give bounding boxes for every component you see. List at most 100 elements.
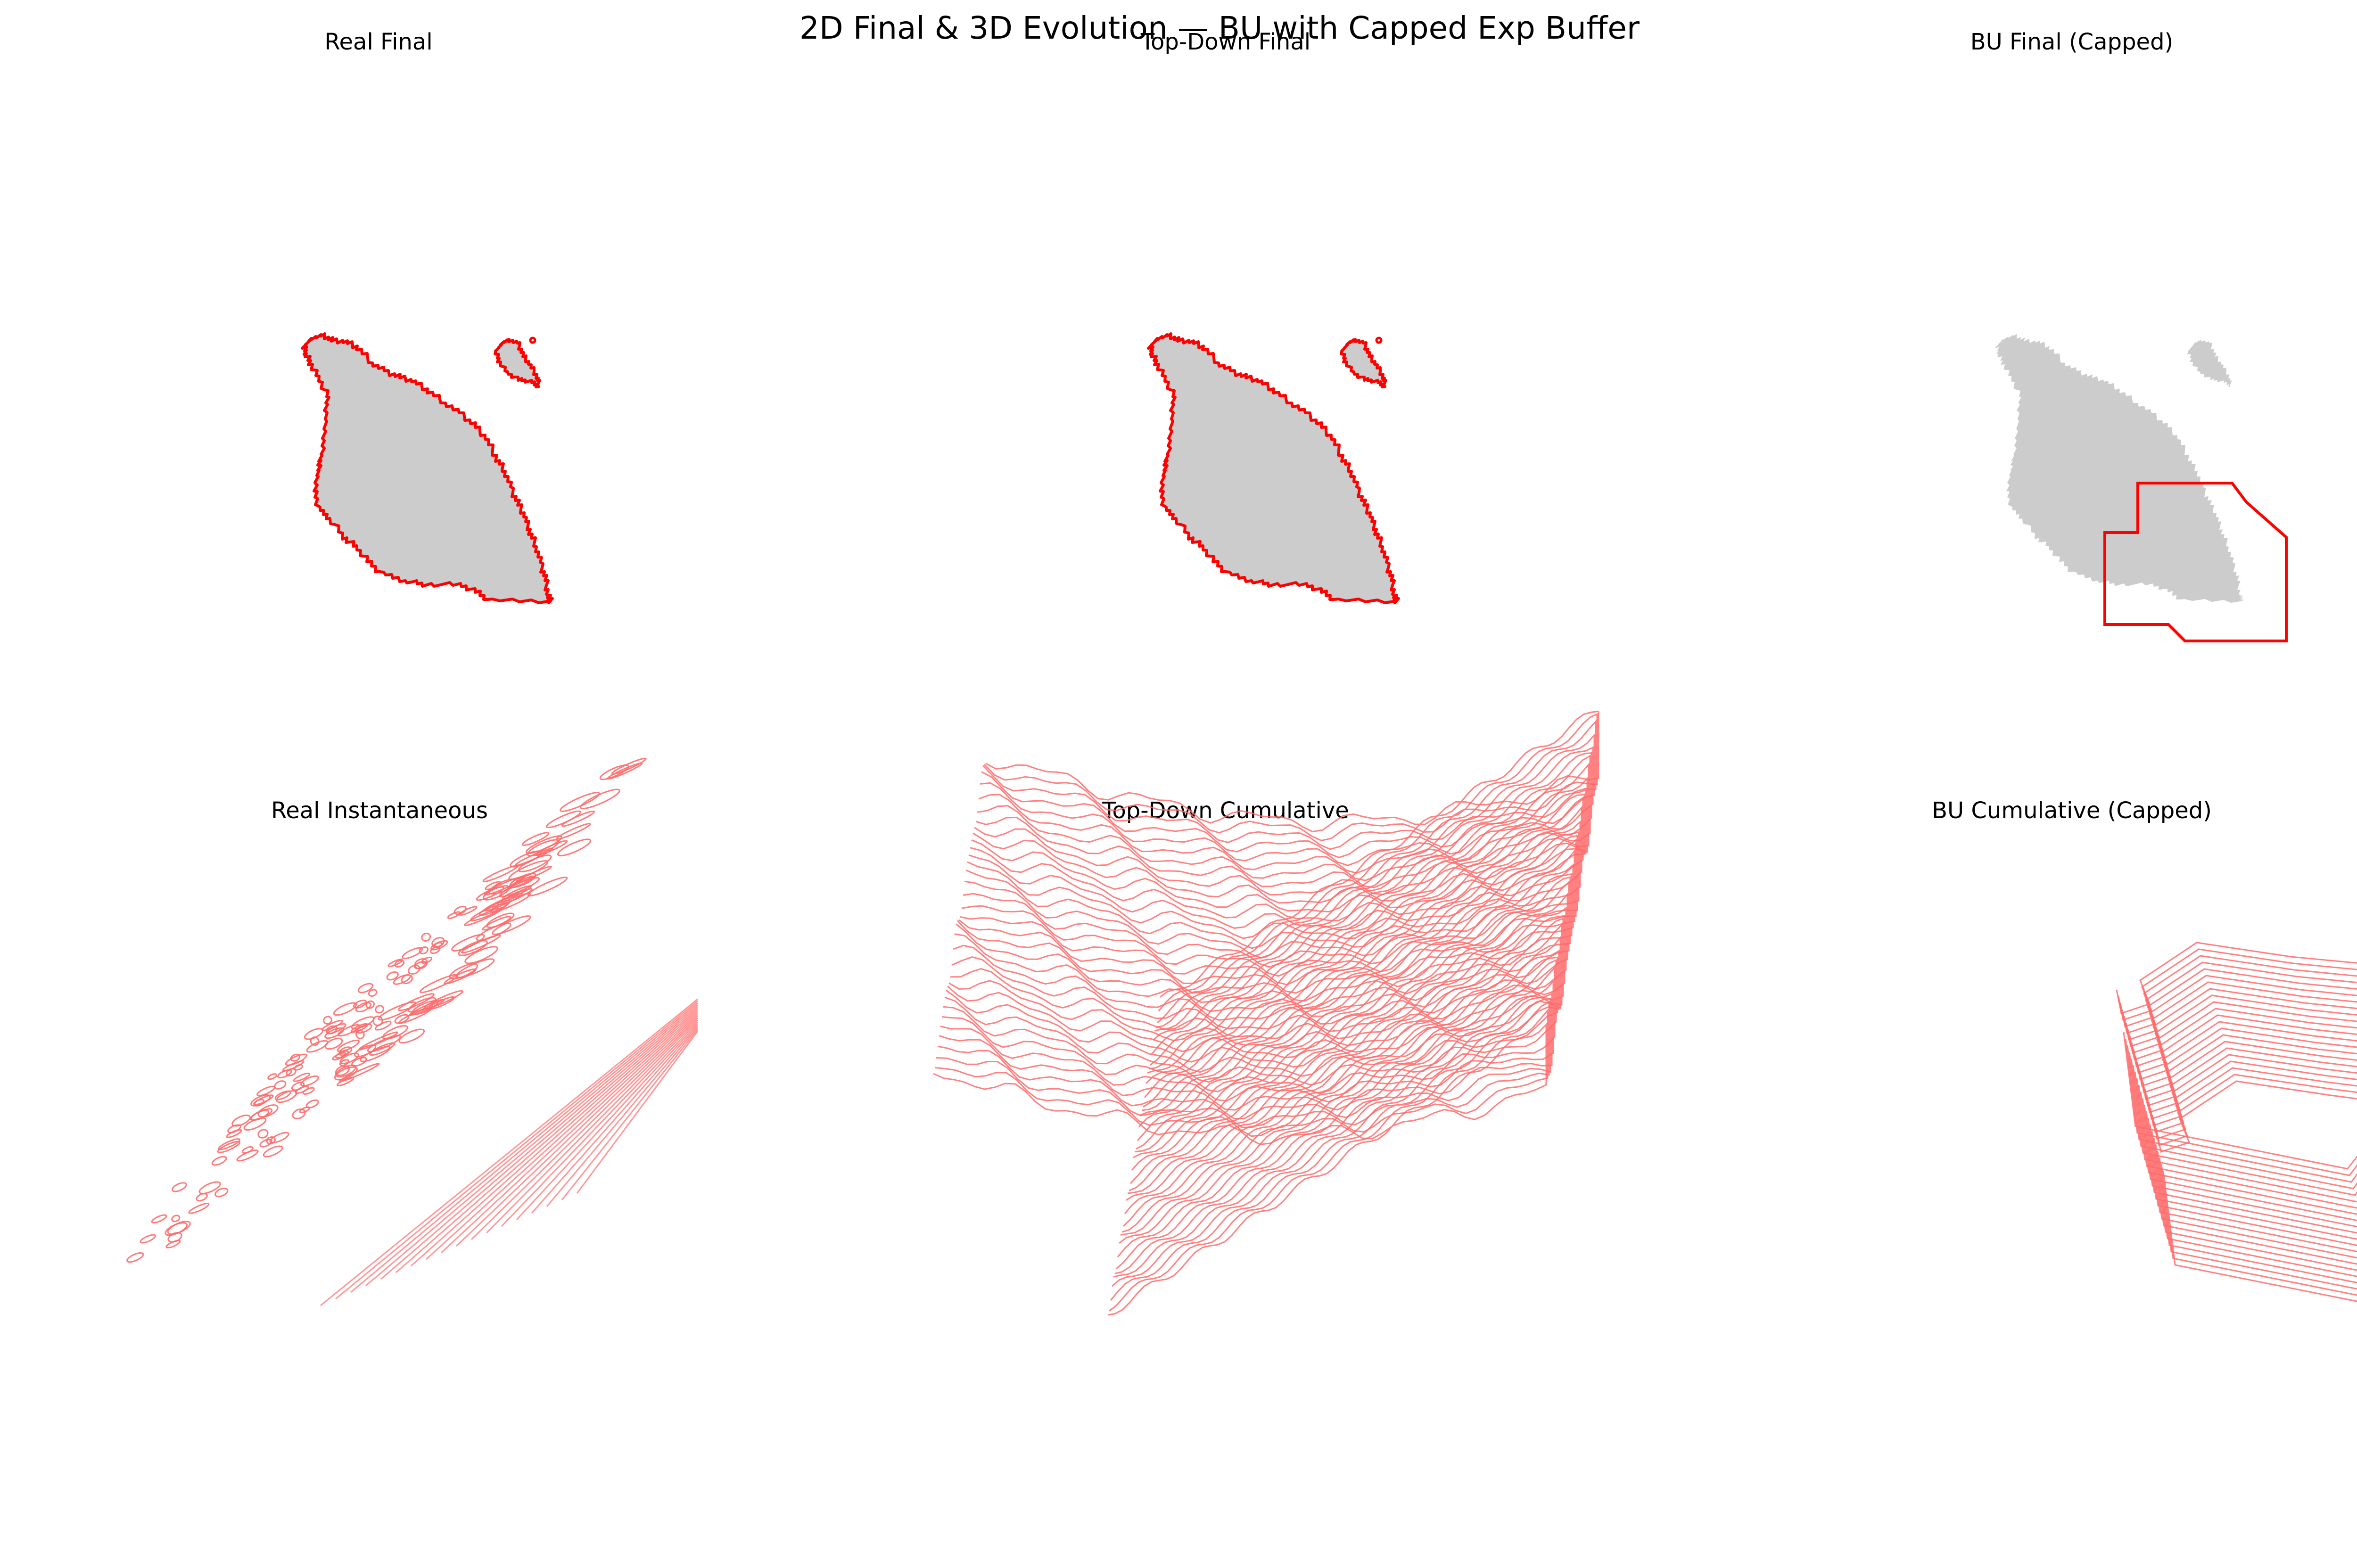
- cumulative-layer: [978, 752, 1592, 1041]
- instantaneous-fragment: [257, 1129, 269, 1139]
- instantaneous-edge: [546, 1027, 699, 1207]
- instantaneous-fragment: [171, 1215, 181, 1223]
- capped-layer: [2138, 1021, 2357, 1246]
- instantaneous-fragment: [302, 1087, 315, 1095]
- cumulative-layer: [960, 863, 1574, 1153]
- instantaneous-fragment: [306, 1040, 329, 1053]
- capped-layer: [2133, 1001, 2357, 1228]
- capped-layer: [2136, 1014, 2357, 1240]
- instantaneous-fragment: [365, 1000, 375, 1009]
- capped-buffer-perimeter: [2103, 482, 2288, 642]
- instantaneous-fragment: [196, 1193, 208, 1202]
- instantaneous-fragment: [461, 934, 501, 954]
- cumulative-layer: [963, 838, 1577, 1141]
- instantaneous-fragment: [140, 1234, 156, 1244]
- capped-layer: [2155, 1080, 2357, 1302]
- instantaneous-fragment: [198, 1181, 221, 1195]
- instantaneous-fragment: [486, 912, 515, 928]
- instantaneous-fragment: [338, 1046, 353, 1056]
- panel-top-down-final: Top-Down Final: [1140, 29, 1400, 604]
- cumulative-layer: [948, 923, 1563, 1227]
- panel-top-down-cumulative: Top-Down Cumulative: [933, 710, 1599, 1316]
- instantaneous-fragment: [323, 1016, 332, 1025]
- instantaneous-fragment: [357, 983, 373, 993]
- instantaneous-fragment: [449, 963, 478, 980]
- instantaneous-fragment: [151, 1214, 167, 1223]
- instantaneous-fragment: [527, 876, 568, 897]
- cumulative-layer: [970, 796, 1584, 1098]
- instantaneous-fragment: [334, 1066, 358, 1081]
- burn-area-satellite: [2187, 339, 2232, 387]
- cumulative-layer: [965, 831, 1580, 1116]
- burn-area-main: [302, 334, 552, 603]
- instantaneous-edge: [380, 1006, 698, 1280]
- panel-bu-cumulative-capped: BU Cumulative (Capped): [1932, 797, 2357, 1302]
- instantaneous-fragment: [290, 1053, 300, 1062]
- fire-perimeter-satellite: [1340, 338, 1387, 388]
- instantaneous-fragment: [353, 999, 367, 1009]
- instantaneous-edge: [411, 1010, 698, 1267]
- cumulative-layer: [982, 720, 1597, 1024]
- burn-area-main: [1148, 334, 1399, 603]
- instantaneous-fragment: [535, 840, 568, 856]
- instantaneous-fragment: [431, 937, 445, 948]
- panel-title-real-instantaneous: Real Instantaneous: [271, 797, 488, 824]
- instantaneous-fragment: [398, 1007, 433, 1024]
- cumulative-layer: [950, 917, 1564, 1215]
- cumulative-layer: [940, 979, 1554, 1274]
- fire-perimeter-main: [301, 332, 554, 604]
- instantaneous-fragment: [358, 1031, 398, 1051]
- capped-layer: [2150, 1060, 2357, 1284]
- capped-layer: [2116, 942, 2357, 1170]
- instantaneous-fragment: [337, 1039, 360, 1052]
- panel-real-final: Real Final: [301, 29, 554, 604]
- capped-layer: [2129, 988, 2357, 1215]
- panel-bu-final-capped: BU Final (Capped): [1970, 29, 2288, 642]
- instantaneous-fragment: [188, 1202, 210, 1214]
- instantaneous-fragment: [263, 1145, 283, 1158]
- cumulative-layer: [954, 892, 1568, 1191]
- instantaneous-fragment: [217, 1141, 240, 1153]
- capped-layer: [2142, 1034, 2357, 1259]
- cumulative-layer: [958, 873, 1573, 1158]
- capped-layer: [2148, 1054, 2357, 1277]
- instantaneous-fragment: [369, 1042, 396, 1056]
- figure-title: 2D Final & 3D Evolution — BU with Capped…: [799, 10, 1640, 46]
- stack-top-down-cumulative: [933, 710, 1599, 1316]
- instantaneous-fragment: [423, 990, 463, 1010]
- instantaneous-fragment: [464, 946, 498, 964]
- instantaneous-fragment: [521, 832, 550, 846]
- instantaneous-fragment: [253, 1094, 274, 1106]
- instantaneous-fragment: [556, 823, 591, 840]
- instantaneous-fragment: [382, 1025, 408, 1040]
- instantaneous-fragment: [274, 1080, 287, 1090]
- map-real-final: [301, 332, 554, 604]
- cumulative-layer: [939, 992, 1553, 1278]
- instantaneous-fragment: [421, 956, 433, 964]
- instantaneous-fragment: [211, 1156, 227, 1166]
- instantaneous-fragment: [293, 1072, 311, 1082]
- burn-area-main: [1994, 334, 2245, 603]
- cumulative-layer: [953, 906, 1567, 1194]
- instantaneous-fragment: [428, 996, 455, 1010]
- panel-real-instantaneous: Real Instantaneous: [126, 757, 699, 1306]
- instantaneous-edge: [365, 1004, 698, 1287]
- instantaneous-fragment: [269, 1132, 289, 1144]
- instantaneous-edge: [470, 1017, 699, 1240]
- instantaneous-fragment: [430, 946, 440, 954]
- panel-title-real-final: Real Final: [324, 29, 432, 55]
- stack-real-instantaneous: [126, 757, 699, 1306]
- instantaneous-fragment: [292, 1108, 306, 1119]
- instantaneous-fragment: [447, 911, 461, 919]
- instantaneous-fragment: [367, 1034, 401, 1052]
- instantaneous-fragment: [470, 903, 508, 921]
- instantaneous-fragment: [218, 1138, 241, 1150]
- instantaneous-fragment: [421, 932, 431, 942]
- cumulative-layer: [977, 755, 1591, 1055]
- instantaneous-fragment: [126, 1252, 144, 1263]
- cumulative-layer: [983, 713, 1598, 1012]
- instantaneous-fragment: [402, 947, 423, 960]
- fire-perimeter-main: [1147, 332, 1400, 604]
- capped-layer: [2131, 994, 2357, 1222]
